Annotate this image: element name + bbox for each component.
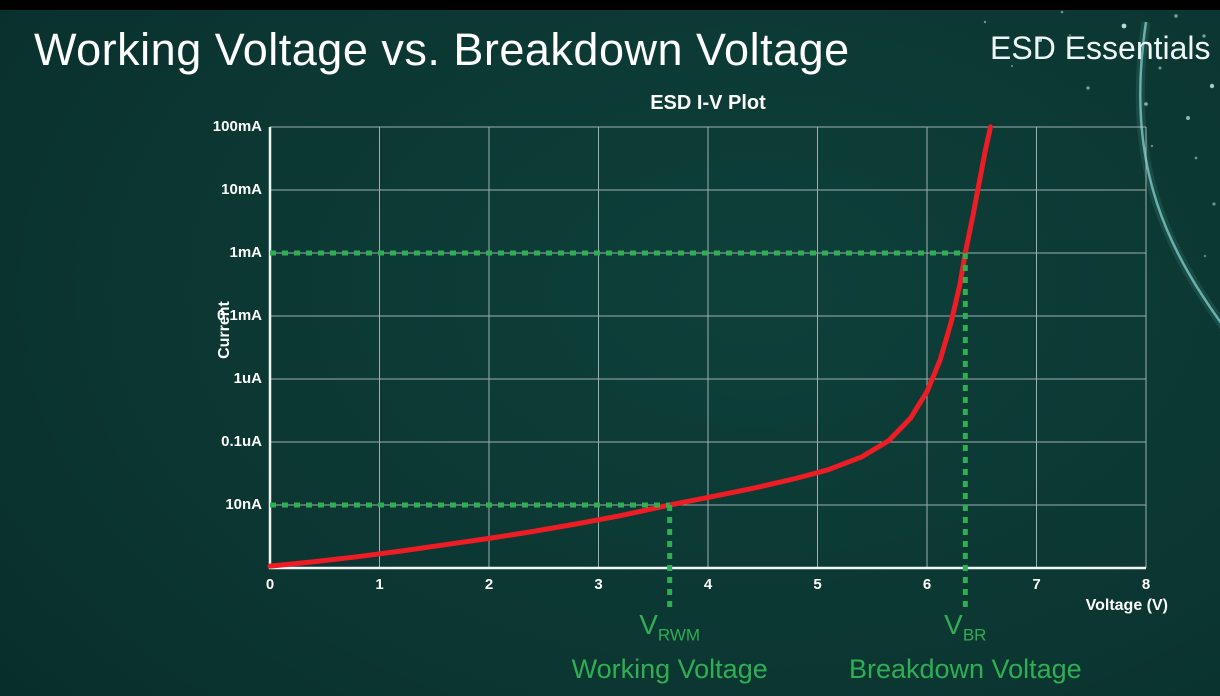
x-tick-label: 3 [594,576,603,593]
grid-lines [269,126,1147,569]
vbr-symbol-letter: V [944,609,963,640]
breakdown-voltage-caption: Breakdown Voltage [848,653,1082,684]
vrwm-symbol-letter: V [639,609,658,640]
y-tick-label: 10nA [225,496,262,513]
breakdown-voltage-label-group: VBR Breakdown Voltage [835,610,1095,685]
working-voltage-caption: Working Voltage [571,653,768,684]
x-tick-label: 4 [703,576,713,593]
x-tick-label: 8 [1141,576,1151,593]
y-tick-label: 1uA [233,370,262,387]
sparkle-dot [983,20,987,24]
x-tick-label: 1 [375,576,384,593]
working-voltage-label-group: VRWM Working Voltage [540,610,800,685]
sparkle-dot [1121,23,1127,29]
iv-curve [267,124,993,569]
y-tick-label: 100mA [212,118,262,135]
sparkle-dot [1174,14,1178,18]
vbr-symbol-subscript: BR [962,625,987,645]
x-tick-label: 2 [484,576,494,593]
sparkle-dot [1209,83,1215,89]
x-tick-label: 5 [813,576,822,593]
slide-title: Working Voltage vs. Breakdown Voltage [34,24,850,75]
annotation-guides [270,250,968,612]
y-tick-label: 10mA [221,181,262,198]
vrwm-symbol-subscript: RWM [657,625,701,645]
swoosh-curve [1139,21,1220,324]
sparkle-dot [1086,86,1090,90]
brand-text: ESD Essentials [990,30,1211,66]
y-tick-label: 0.1mA [216,307,262,324]
sparkle-dot [1203,254,1207,258]
sparkle-dot [1150,144,1154,148]
sparkle-dot [1194,156,1198,160]
top-letterbox-bar [0,0,1220,10]
x-tick-label: 0 [265,576,275,593]
sparkle-dot [1212,202,1216,206]
sparkle-dot [1060,10,1064,14]
y-tick-label: 1mA [229,244,262,261]
chart-title: ESD I-V Plot [650,92,766,114]
swoosh-glow [1135,21,1220,330]
vrwm-symbol: VRWM [540,610,800,651]
y-tick-label: 0.1uA [221,433,262,450]
x-tick-label: 7 [1032,576,1041,593]
sparkle-dot [1186,116,1190,120]
x-axis-title: Voltage (V) [1085,597,1168,614]
vbr-symbol: VBR [835,610,1095,651]
x-tick-label: 6 [922,576,932,593]
